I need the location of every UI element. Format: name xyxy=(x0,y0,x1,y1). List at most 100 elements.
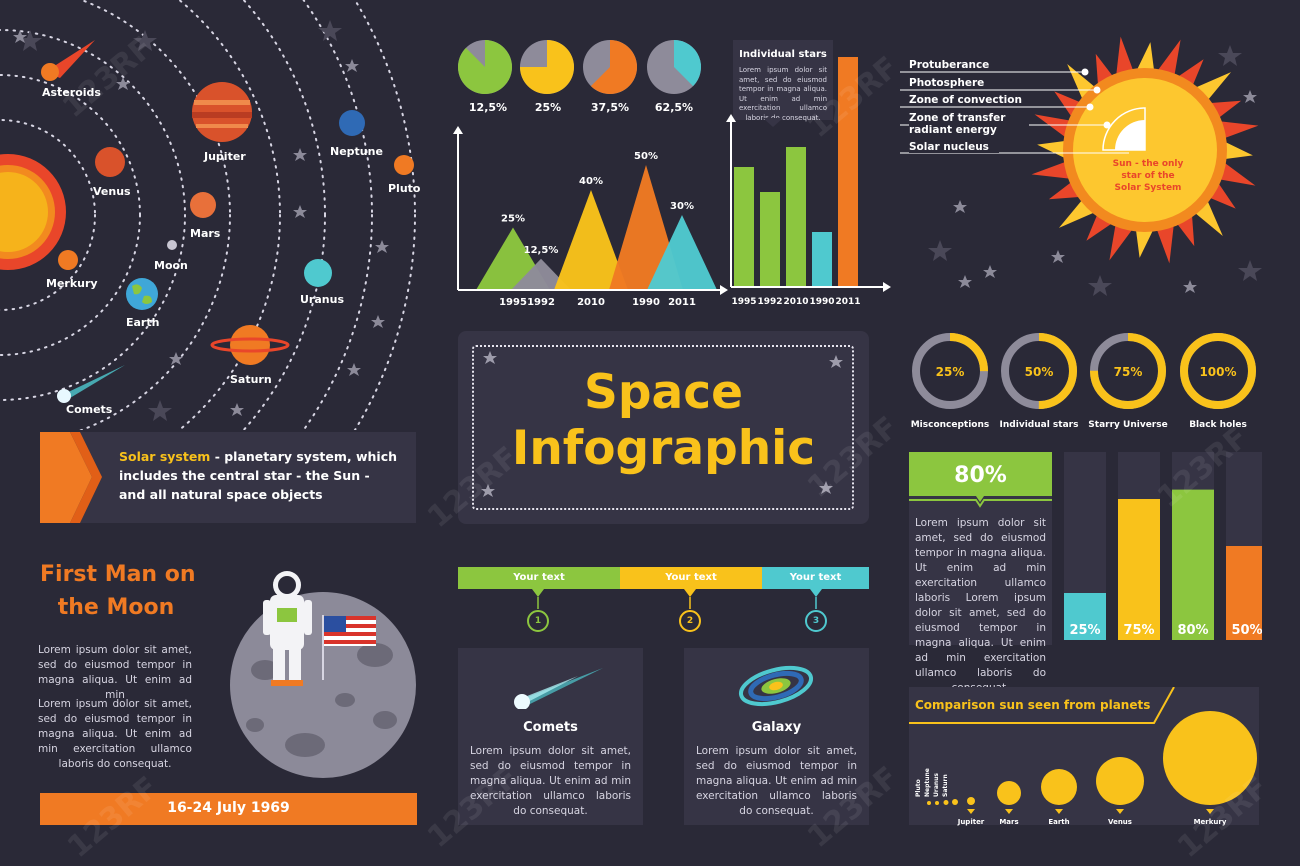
solar-system-highlight: Solar system xyxy=(119,449,211,464)
area-data-label: 25% xyxy=(501,214,525,225)
timeline-num-1: 1 xyxy=(534,616,542,626)
percent-bar-chart: 25% 75% 80% 50% xyxy=(1064,452,1262,640)
sun-small-icon xyxy=(0,154,66,270)
timeline-label-3: Your text xyxy=(789,572,842,583)
timeline-num-2: 2 xyxy=(686,616,694,626)
area-data-label: 30% xyxy=(670,201,694,212)
x-axis-arrow xyxy=(720,285,728,295)
sun-flare xyxy=(1037,140,1068,160)
comet-icon xyxy=(57,365,125,403)
comparison-sun xyxy=(935,801,939,805)
moon-small-icon xyxy=(167,240,177,250)
bar-data-label: 25% xyxy=(1069,623,1100,638)
bar xyxy=(1064,593,1106,640)
moon-date-bar: 16-24 July 1969 xyxy=(40,793,417,825)
timeline-label-1: Your text xyxy=(513,572,565,583)
area-peak xyxy=(647,215,717,290)
sun-flares-icon xyxy=(1031,36,1259,264)
area-tick-label: 1992 xyxy=(527,297,555,308)
pluto-icon xyxy=(394,155,414,175)
solar-system-diagram xyxy=(0,0,416,430)
title-line2: Infographic xyxy=(511,421,816,476)
timeline-segment xyxy=(458,567,620,589)
title-panel: Space Infographic xyxy=(458,331,869,524)
sun-flare xyxy=(1222,140,1253,160)
bar-tick-label: 1992 xyxy=(757,297,782,307)
astronaut-icon xyxy=(263,571,312,686)
bar-tick-label: 1990 xyxy=(809,297,834,307)
x-axis-arrow xyxy=(883,282,891,292)
comparison-sun xyxy=(1163,711,1257,805)
comparison-sun xyxy=(927,801,931,805)
cmp-small-label-2: Neptune xyxy=(924,768,931,797)
pie-label-3: 37,5% xyxy=(590,101,630,114)
planet-label-asteroids: Asteroids xyxy=(42,86,101,99)
timeline-num-3: 3 xyxy=(812,616,820,626)
moon-date: 16-24 July 1969 xyxy=(167,800,290,816)
bar-tick-label: 2010 xyxy=(783,297,808,307)
y-axis-arrow xyxy=(453,126,463,134)
planet-label-moon: Moon xyxy=(154,259,188,272)
bar xyxy=(1172,489,1214,640)
chevron-icon xyxy=(40,432,102,523)
comparison-pointer xyxy=(1206,809,1214,814)
pie-charts xyxy=(458,40,701,94)
comparison-sun xyxy=(952,799,958,805)
ring-value-3: 75% xyxy=(1113,365,1143,379)
bar xyxy=(760,192,780,287)
ring-progress xyxy=(1090,333,1166,409)
comparison-pointer xyxy=(967,809,975,814)
area-tick-label: 2010 xyxy=(577,297,605,308)
comparison-sun xyxy=(967,797,975,805)
sun-flare xyxy=(1031,161,1073,180)
moon-title-line1: First Man on xyxy=(40,562,196,587)
solar-system-description: Solar system - planetary system, which i… xyxy=(119,447,399,504)
bar xyxy=(812,232,832,287)
bar-data-label: 80% xyxy=(1177,623,1208,638)
stars-tooltip: Individual stars Lorem ipsum dolor sit a… xyxy=(733,40,833,127)
uranus-icon xyxy=(304,259,332,287)
moon-paragraph-1: Lorem ipsum dolor sit amet, sed do eiusm… xyxy=(38,644,192,701)
comparison-title: Comparison sun seen from planets xyxy=(915,698,1151,712)
timeline-pointer xyxy=(532,589,544,597)
title-frame xyxy=(472,345,854,510)
bar-chart: 1995 1992 2010 1990 2011 xyxy=(726,57,891,307)
comet-card-icon xyxy=(514,668,603,709)
jupiter-icon xyxy=(192,82,252,142)
bar xyxy=(1118,499,1160,640)
sun-flare xyxy=(1135,227,1155,258)
comparison-chart xyxy=(927,711,1257,814)
moon-paragraph-2: Lorem ipsum dolor sit amet, sed do eiusm… xyxy=(38,698,192,770)
comparison-sun xyxy=(943,800,949,805)
mars-icon xyxy=(190,192,216,218)
pie-slice xyxy=(674,40,701,87)
area-tick-label: 1995 xyxy=(499,297,527,308)
cmp-small-label-1: Pluto xyxy=(915,779,922,797)
bar xyxy=(786,147,806,287)
planet-label-mars: Mars xyxy=(190,227,221,240)
sun-flare xyxy=(1034,114,1073,139)
cmp-label-merkury: Merkury xyxy=(1193,818,1227,826)
ring-charts xyxy=(912,333,1256,409)
galaxy-icon xyxy=(738,665,814,707)
ring-caption-1: Misconceptions xyxy=(910,420,990,430)
asteroid-icon xyxy=(41,40,95,81)
bar xyxy=(838,57,858,287)
pie-label-2: 25% xyxy=(534,101,562,114)
bar-tick-label: 2011 xyxy=(835,297,860,307)
bar-data-label: 75% xyxy=(1123,623,1154,638)
moon-illustration xyxy=(230,571,416,778)
percent-value: 80% xyxy=(954,463,1007,488)
sun-flare xyxy=(1156,39,1181,78)
ring-caption-2: Individual stars xyxy=(999,420,1079,430)
area-tick-label: 2011 xyxy=(668,297,696,308)
cmp-small-label-4: Saturn xyxy=(942,774,949,797)
planet-label-comets: Comets xyxy=(66,403,113,416)
comparison-sun xyxy=(997,781,1021,805)
pie-label-1: 12,5% xyxy=(468,101,508,114)
card-comets: Comets Lorem ipsum dolor sit amet, sed d… xyxy=(458,648,643,825)
area-data-label: 50% xyxy=(634,151,658,162)
sun-label-protuberance: Protuberance xyxy=(909,59,1000,71)
stars-tooltip-text: Lorem ipsum dolor sit amet, sed do eiusm… xyxy=(739,66,827,122)
comparison-sun xyxy=(1096,757,1144,805)
